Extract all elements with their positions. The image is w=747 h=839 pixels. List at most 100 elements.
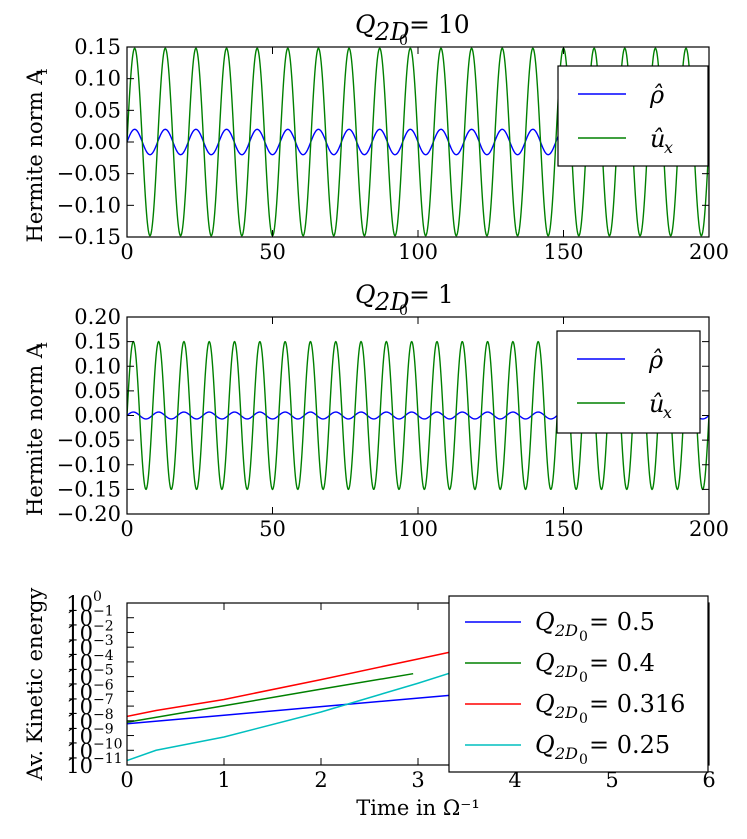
panel1-xtick-label: 200 <box>689 240 729 264</box>
panel1-legend-box <box>557 65 709 167</box>
panel3-ytick-base: 10 <box>66 621 93 645</box>
panel1-title-eq: = 10 <box>409 10 470 39</box>
panel1-ytick-label: 0.05 <box>74 98 121 122</box>
panel3-ytick-label: 10 −6 <box>66 677 113 704</box>
panel3-legend-label-base: Q <box>535 649 555 677</box>
panel1-ytick-label: 0.15 <box>74 35 121 59</box>
panel1-ytick-label: −0.10 <box>57 193 121 217</box>
panel3-legend-label-sub: 2D <box>554 744 578 763</box>
panel2-xtick-label: 150 <box>543 517 583 541</box>
panel2-xtick-label: 0 <box>120 517 133 541</box>
panel1-title-subsub: 0 <box>399 33 408 49</box>
panel3-xtick-label: 4 <box>508 768 521 792</box>
panel2-ylabel-main: Hermite norm A <box>23 342 47 516</box>
panel1-legend-label-sub: x <box>664 138 673 157</box>
panel2-xtick-label: 50 <box>259 517 286 541</box>
panel3-legend-label-sub: 2D <box>554 703 578 722</box>
panel3-ytick-base: 10 <box>66 592 93 616</box>
panel2-ytick-label: 0.05 <box>74 379 121 403</box>
panel3-ytick-label: 10 −11 <box>66 751 122 778</box>
panel3-ytick-label: 10 −2 <box>66 618 113 645</box>
panel3-ytick-base: 10 <box>66 680 93 704</box>
panel2-legend-label-rho: ρ̂ <box>648 346 663 374</box>
panel3-ylabel-group: Av. Kinetic energy <box>23 588 47 782</box>
panel3-xtick-label: 0 <box>120 768 133 792</box>
panel3-xtick-label: 1 <box>217 768 230 792</box>
panel1-ylabel-main: Hermite norm A <box>23 69 47 243</box>
panel3-ytick-exponent: −1 <box>93 604 114 620</box>
panel3-ylabel: Av. Kinetic energy <box>23 588 47 782</box>
panel1-series-ux-line <box>127 47 709 237</box>
panel1-title: Q 2D0 = 10 <box>355 10 470 49</box>
panel3-series-line-3 <box>127 667 467 762</box>
panel2-legend-label-ux: û <box>649 390 664 418</box>
panel3-legend-label-eq: = 0.25 <box>589 731 670 759</box>
panel3-legend-label-sub: 2D <box>554 621 578 640</box>
panel1-title-base: Q <box>355 10 376 39</box>
panel3-legend-label-eq: = 0.316 <box>589 690 685 718</box>
panel3-ytick-label: 10 −3 <box>66 633 113 660</box>
panel3-legend-label-3: Q 2D 0 = 0.25 <box>535 731 670 768</box>
panel2-legend-box <box>556 330 701 434</box>
panel3-ytick-exponent: −5 <box>93 663 114 679</box>
panel3-ytick-exponent: −9 <box>93 722 114 738</box>
panel3-ytick-label: 10 −9 <box>66 722 113 749</box>
panel2-title-eq: = 1 <box>409 280 454 309</box>
panel3-ytick-base: 10 <box>66 607 93 631</box>
panel3-series-line-1 <box>127 672 414 724</box>
panel3-legend-label-base: Q <box>535 608 555 636</box>
panel1-ytick-label: 0.10 <box>74 67 121 91</box>
panel3-ytick-base: 10 <box>66 710 93 734</box>
panel3-legend-label-subsub: 0 <box>579 670 588 686</box>
panel3-ytick-label: 10 −5 <box>66 663 113 690</box>
panel3-legend-label-0: Q 2D 0 = 0.5 <box>535 608 655 645</box>
panel3-legend-label-subsub: 0 <box>579 629 588 645</box>
panel3-ytick-exponent: −10 <box>93 736 123 752</box>
panel3-ytick-base: 10 <box>66 739 93 763</box>
panel2-title-sub: 2D <box>374 288 410 316</box>
panel1-ytick-label: 0.00 <box>74 130 121 154</box>
panel3-ytick-label: 10 −10 <box>66 736 122 763</box>
panel2-title-subsub: 0 <box>399 303 408 319</box>
panel1-ylabel-sub: 1 <box>35 67 51 76</box>
panel2-ylabel: Hermite norm A1 <box>23 341 51 516</box>
panel3-ytick-exponent: −7 <box>93 692 114 708</box>
panel3-ytick-exponent: −4 <box>93 648 114 664</box>
panel3-ytick-base: 10 <box>66 695 93 719</box>
panel3-ytick-exponent: −3 <box>93 633 114 649</box>
panel2-ytick-label: 0.00 <box>74 404 121 428</box>
panel3-legend-label-base: Q <box>535 690 555 718</box>
panel3-ytick-label: 10 −1 <box>66 604 113 631</box>
panel1-xtick-label: 100 <box>398 240 438 264</box>
panel1-legend-label-ux: û <box>650 125 665 153</box>
panel2-title: Q 2D0 = 1 <box>355 280 454 319</box>
panel3-xtick-label: 3 <box>411 768 424 792</box>
panel1-xtick-label: 0 <box>120 240 133 264</box>
panel3-ytick-base: 10 <box>66 636 93 660</box>
panel2-ytick-label: −0.10 <box>57 453 121 477</box>
panel3-ytick-base: 10 <box>66 725 93 749</box>
panel3-ytick-base: 10 <box>66 754 93 778</box>
panel2-ytick-label: −0.20 <box>57 502 121 526</box>
panel3-legend-label-sub: 2D <box>554 662 578 681</box>
panel1-xtick-label: 150 <box>543 240 583 264</box>
panel3-legend-label-base: Q <box>535 731 555 759</box>
panel3-xtick-label: 6 <box>702 768 715 792</box>
panel2-ytick-label: 0.10 <box>74 354 121 378</box>
panel2-xtick-label: 100 <box>398 517 438 541</box>
panel3-ytick-exponent: −2 <box>93 618 114 634</box>
panel1-title-sub: 2D <box>374 18 410 46</box>
panel3-legend-label-subsub: 0 <box>579 711 588 727</box>
panel3-legend-label-1: Q 2D 0 = 0.4 <box>535 649 655 686</box>
panel3-ytick-label: 10 −8 <box>66 707 113 734</box>
panel3-ytick-label: 10 −4 <box>66 648 113 675</box>
panel1-legend: ρ̂ ûx <box>557 65 709 167</box>
panel2-ytick-label: −0.05 <box>57 428 121 452</box>
panel3-legend-box <box>448 595 709 773</box>
panel3-ytick-base: 10 <box>66 651 93 675</box>
panel3-ytick-exponent: −11 <box>93 751 123 767</box>
panel3-legend-label-eq: = 0.4 <box>589 649 655 677</box>
panel2-ytick-label: 0.20 <box>74 305 121 329</box>
